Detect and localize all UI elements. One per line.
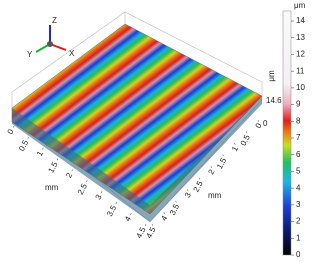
axis-tick <box>187 189 189 192</box>
surface-side <box>12 96 262 222</box>
axis-tick-label: 1 <box>230 144 240 153</box>
axis-tick <box>163 212 165 215</box>
axis-tick-label: 3.5 <box>105 203 118 218</box>
axis-tick-label: 0 <box>254 121 264 130</box>
colorbar-tick-label: 11 <box>296 66 305 75</box>
axis-tick <box>71 169 73 172</box>
colorbar-tick-label: 1 <box>296 233 301 242</box>
colorbar-unit: μm <box>294 1 306 10</box>
axis-tick-label: 2 <box>206 167 216 176</box>
axis-tick <box>86 180 88 183</box>
axis-tick <box>245 131 248 134</box>
axis-tick <box>151 223 154 226</box>
colorbar-tick-label: 8 <box>296 116 301 125</box>
axis-tick <box>27 136 29 139</box>
axis-tick-label: 0.5 <box>17 138 30 153</box>
axis-tick-label: 3 <box>183 191 193 200</box>
axis-tick <box>130 212 132 215</box>
axis-tick <box>222 154 224 157</box>
colorbar-tick-label: 13 <box>296 33 305 42</box>
axis-tick-label: 0 <box>6 127 16 136</box>
axis-tick <box>198 177 201 180</box>
left-axis-unit: mm <box>45 183 59 192</box>
axis-tick <box>42 147 44 150</box>
axis-tick-label: 2 <box>64 171 74 180</box>
axis-tick <box>144 223 147 226</box>
axis-tick-label: 1.5 <box>215 156 228 171</box>
right-axis-unit: mm <box>208 191 222 200</box>
axis-tick-label: 0.5 <box>239 133 252 148</box>
z-min-label: 0 <box>263 119 268 128</box>
axis-tick-label: 4 <box>123 214 133 223</box>
colorbar-tick-label: 7 <box>296 133 301 142</box>
colorbar-tick-label: 5 <box>296 167 301 176</box>
colorbar-tick-label: 9 <box>296 100 301 109</box>
axis-tick <box>115 202 117 204</box>
colorbar-tick-label: 6 <box>296 150 301 159</box>
axis-triad <box>35 25 67 53</box>
axis-tick-label: 4.5 <box>144 225 157 240</box>
axis-tick-label: 2.5 <box>76 182 89 197</box>
axis-tick <box>175 200 177 203</box>
colorbar-tick-label: 12 <box>296 50 305 59</box>
colorbar-tick-label: 10 <box>296 83 305 92</box>
colorbar-tick-label: 4 <box>296 183 301 192</box>
colorbar-tick-label: 0 <box>296 250 301 259</box>
axis-tick <box>257 119 260 122</box>
axis-tick <box>210 166 212 168</box>
triad-y: Y <box>27 50 33 59</box>
colorbar <box>282 10 292 256</box>
surface-view: Z Y X mm mm 14.6 0 μm μm 012345678910111… <box>6 1 306 259</box>
axis-tick-label: 3 <box>94 193 104 202</box>
axis-tick <box>12 125 15 128</box>
axis-tick-label: 1 <box>35 149 45 158</box>
colorbar-tick-label: 14 <box>296 16 305 25</box>
axis-tick <box>56 158 59 161</box>
z-unit: μm <box>267 70 276 82</box>
axis-tick <box>100 191 103 194</box>
axis-tick-label: 1.5 <box>46 160 59 175</box>
colorbar-tick-label: 3 <box>296 200 301 209</box>
axis-tick-label: 4 <box>159 214 169 223</box>
triad-x: X <box>69 49 75 58</box>
z-max-label: 14.6 <box>266 96 282 105</box>
axis-tick-label: 2.5 <box>192 179 205 194</box>
triad-z: Z <box>52 16 57 25</box>
axis-tick-label: 3.5 <box>168 202 181 217</box>
axis-tick <box>234 142 236 145</box>
colorbar-tick-label: 2 <box>296 217 301 226</box>
